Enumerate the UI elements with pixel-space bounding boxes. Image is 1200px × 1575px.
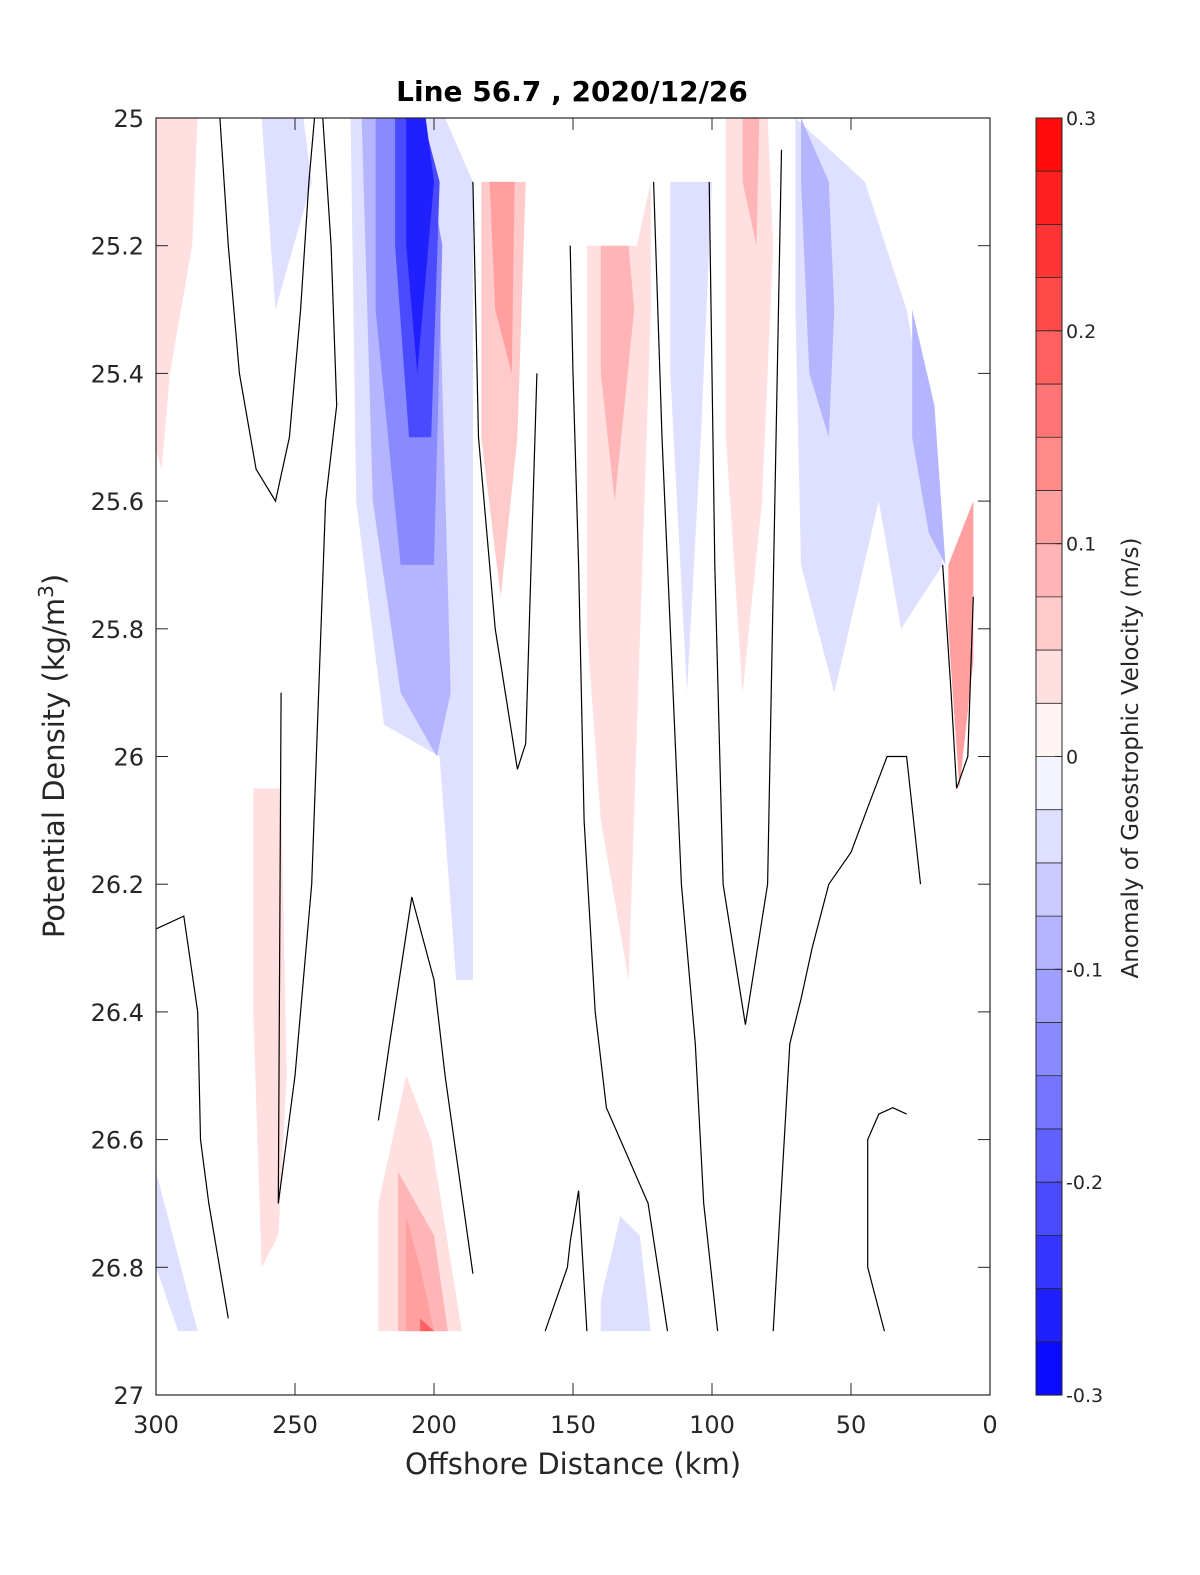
y-tick-label: 25.4 [91,360,144,388]
colorbar-band [1036,969,1062,1024]
zero-contour-line [569,245,669,1332]
colorbar-label: Anomaly of Geostrophic Velocity (m/s) [1118,538,1144,979]
zero-contour-line [377,896,474,1274]
colorbar-band [1036,118,1062,172]
colorbar-tick-label: 0.2 [1066,321,1096,343]
velocity-region [261,118,312,310]
x-tick-label: 150 [550,1411,596,1439]
velocity-region [156,1171,198,1332]
axis-ticks [155,117,991,1396]
zero-contour-line [219,117,316,503]
y-tick-label: 26 [113,744,144,772]
zero-contour-line [708,149,783,1025]
y-tick-label: 25 [113,105,144,133]
zero-contour-line [867,1107,907,1332]
zero-contour-line [772,755,922,1332]
x-tick-label: 250 [272,1411,318,1439]
y-tick-label: 26.6 [91,1127,144,1155]
x-tick-label: 50 [836,1411,867,1439]
velocity-region [489,181,515,374]
x-tick-label: 200 [411,1411,457,1439]
colorbar-tick-label: 0.3 [1066,108,1096,130]
y-tick-label: 25.6 [91,488,144,516]
x-axis-label: Offshore Distance (km) [405,1447,741,1481]
y-tick-label: 26.8 [91,1254,144,1282]
colorbar-band [1036,596,1062,651]
y-tick-label: 26.4 [91,999,144,1027]
y-axis-label-close: ) [37,574,71,585]
colorbar-band [1036,916,1062,970]
y-axis-label: Potential Density (kg/m3) [34,574,71,938]
y-axis-label-main: Potential Density (kg/m [37,598,71,938]
colorbar-tick-label: 0 [1066,747,1078,769]
velocity-region [912,309,946,565]
chart-title: Line 56.7 , 2020/12/26 [396,75,748,108]
y-tick-label: 25.2 [91,233,144,261]
colorbar-ticks: 0.3 0.2 0.1 0 -0.1 -0.2 -0.3 [1055,108,1103,1407]
velocity-region [600,1216,651,1332]
colorbar-tick-label: 0.1 [1066,534,1096,556]
velocity-region [406,118,434,374]
colorbar-band [1036,1075,1062,1130]
velocity-region [725,118,774,693]
velocity-region [948,501,974,789]
colorbar-band [1036,650,1062,704]
colorbar-band [1036,171,1062,226]
colorbar-band [1036,330,1062,385]
colorbar-band [1036,703,1062,758]
colorbar-band [1036,224,1062,279]
colorbar: 0.3 0.2 0.1 0 -0.1 -0.2 -0.3 [1035,108,1103,1407]
plot-area [155,117,991,1396]
zero-contour-line [472,181,538,770]
velocity-region [406,1216,434,1332]
colorbar-tick-label: -0.2 [1066,1172,1103,1194]
velocity-region [481,181,526,597]
colorbar-band [1036,1022,1062,1077]
velocity-regions [156,118,974,1332]
colorbar-band [1036,490,1062,545]
colorbar-tick-label: -0.1 [1066,959,1103,981]
y-axis-label-superscript: 3 [34,585,58,598]
velocity-region [801,118,835,438]
colorbar-band [1036,1341,1062,1396]
colorbar-bands [1036,118,1062,1396]
colorbar-band [1036,1288,1062,1343]
colorbar-band [1036,862,1062,917]
colorbar-band [1036,1182,1062,1236]
y-tick-label: 26.2 [91,871,144,899]
zero-contour-line [277,117,338,1204]
x-tick-labels: 300 250 200 150 100 50 0 [133,1411,998,1439]
y-tick-label: 27 [113,1382,144,1410]
colorbar-band [1036,1128,1062,1183]
colorbar-band [1036,809,1062,864]
colorbar-band [1036,384,1062,438]
zero-contour-line [155,915,229,1319]
x-tick-label: 300 [133,1411,179,1439]
zero-contour-line [942,564,974,789]
x-tick-label: 0 [982,1411,997,1439]
velocity-region [420,1318,434,1332]
x-tick-label: 100 [689,1411,735,1439]
zero-contours [155,117,974,1332]
colorbar-tick-label: -0.3 [1066,1385,1103,1407]
y-tick-label: 25.8 [91,616,144,644]
velocity-region [600,245,635,502]
colorbar-band [1036,277,1062,332]
zero-contour-line [653,181,719,1332]
zero-contour-line [544,1190,588,1332]
y-tick-labels: 25 25.2 25.4 25.6 25.8 26 26.2 26.4 26.6 26.8 27 [91,105,144,1410]
velocity-region [156,118,198,470]
colorbar-band [1036,1235,1062,1290]
velocity-region [670,181,712,693]
colorbar-band [1036,543,1062,598]
colorbar-band [1036,437,1062,492]
velocity-region [742,118,760,246]
colorbar-band [1036,756,1062,811]
